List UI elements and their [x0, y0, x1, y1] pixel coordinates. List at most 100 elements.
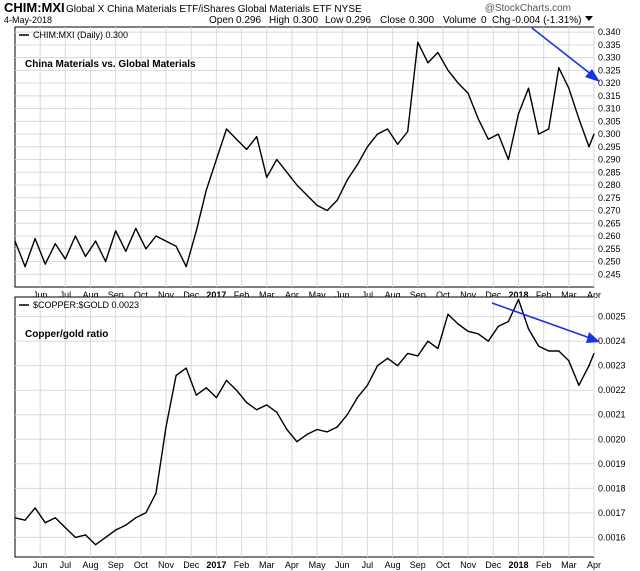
x-tick-label: Sep: [108, 290, 124, 300]
data-point: [397, 365, 399, 367]
data-point: [105, 260, 107, 263]
x-tick-label: Nov: [158, 290, 175, 300]
data-point: [195, 394, 197, 396]
data-point: [246, 401, 248, 404]
data-point: [578, 384, 580, 386]
data-point: [54, 517, 56, 519]
data-point: [427, 62, 429, 64]
data-point: [527, 87, 530, 89]
x-tick-label: 2017: [206, 560, 226, 570]
data-point: [316, 428, 318, 431]
data-point: [457, 82, 459, 84]
y-tick-label: 0.0024: [598, 336, 626, 346]
data-point: [538, 133, 540, 135]
data-point: [24, 519, 26, 521]
data-point: [336, 199, 338, 201]
y-tick-label: 0.275: [598, 193, 621, 203]
data-point: [94, 240, 97, 242]
data-point: [135, 517, 137, 519]
data-point: [306, 433, 308, 435]
data-point: [125, 524, 127, 526]
data-point: [256, 136, 258, 138]
y-tick-label: 0.340: [598, 27, 621, 37]
data-point: [366, 384, 369, 386]
data-point: [34, 507, 36, 509]
data-point: [397, 143, 399, 145]
high-label: High: [269, 15, 290, 26]
x-tick-label: Jul: [362, 290, 374, 300]
y-tick-label: 0.305: [598, 116, 621, 126]
y-tick-label: 0.270: [598, 206, 621, 216]
data-point: [94, 544, 97, 546]
data-point: [215, 158, 217, 161]
y-tick-label: 0.315: [598, 91, 621, 101]
data-point: [588, 146, 590, 148]
data-point: [356, 396, 358, 399]
y-tick-label: 0.260: [598, 231, 621, 241]
y-tick-label: 0.0016: [598, 532, 626, 542]
data-point: [427, 340, 429, 342]
data-point: [34, 237, 36, 240]
data-point: [135, 227, 137, 229]
data-point: [548, 350, 550, 352]
x-tick-label: May: [309, 290, 327, 300]
data-point: [44, 263, 46, 265]
x-tick-label: Jul: [362, 560, 374, 570]
x-tick-label: Apr: [285, 290, 299, 300]
data-point: [447, 313, 449, 315]
x-tick-label: Sep: [410, 560, 426, 570]
x-tick-label: Apr: [285, 560, 299, 570]
y-tick-label: 0.330: [598, 53, 621, 63]
x-tick-label: Nov: [460, 560, 477, 570]
x-tick-label: Sep: [410, 290, 426, 300]
x-tick-label: Sep: [108, 560, 124, 570]
data-point: [366, 146, 369, 148]
data-point: [306, 194, 308, 196]
x-tick-label: May: [309, 560, 327, 570]
y-tick-label: 0.0019: [598, 459, 626, 469]
ratio-panel-bottom: 0.0016 0.0017 0.0018 0.0019 0.0020 0.0021 0.00…: [14, 296, 626, 570]
data-point: [593, 352, 595, 355]
data-point: [376, 365, 379, 367]
data-point: [497, 133, 499, 135]
data-point: [593, 133, 595, 135]
x-tick-label: Jul: [60, 560, 72, 570]
data-point: [507, 158, 510, 161]
y-tick-label: 0.310: [598, 104, 621, 114]
data-point: [64, 526, 66, 529]
plot-frame: [14, 296, 595, 558]
high-value: 0.300: [293, 15, 318, 26]
data-point: [14, 517, 16, 519]
data-point: [407, 352, 409, 355]
data-point: [447, 69, 449, 71]
data-point: [24, 266, 26, 268]
data-point: [477, 118, 479, 120]
x-tick-label: Jun: [33, 560, 48, 570]
data-point: [507, 320, 510, 323]
x-tick-label: Apr: [587, 560, 601, 570]
data-point: [487, 340, 489, 342]
data-point: [145, 248, 147, 250]
close-value: 0.300: [409, 15, 434, 26]
x-tick-label: Mar: [259, 560, 275, 570]
data-point: [64, 258, 66, 260]
data-point: [477, 333, 479, 335]
ratio-panel-top: 0.245 0.250 0.255 0.260 0.265 0.270 0.275 0.280…: [14, 26, 621, 300]
x-tick-label: Aug: [83, 290, 99, 300]
data-point: [326, 431, 328, 433]
data-point: [346, 414, 348, 416]
x-tick-label: Oct: [134, 290, 149, 300]
data-point: [286, 428, 288, 431]
chart-annotation: Copper/gold ratio: [25, 329, 108, 340]
data-point: [417, 355, 419, 357]
data-point: [527, 328, 530, 330]
x-tick-label: Oct: [436, 560, 451, 570]
data-point: [487, 138, 489, 140]
chart-annotation: China Materials vs. Global Materials: [25, 59, 196, 70]
y-tick-label: 0.0017: [598, 508, 626, 518]
data-point: [407, 130, 409, 133]
x-tick-label: 2017: [206, 290, 226, 300]
dropdown-arrow-icon[interactable]: [585, 16, 593, 21]
y-tick-label: 0.320: [598, 78, 621, 88]
